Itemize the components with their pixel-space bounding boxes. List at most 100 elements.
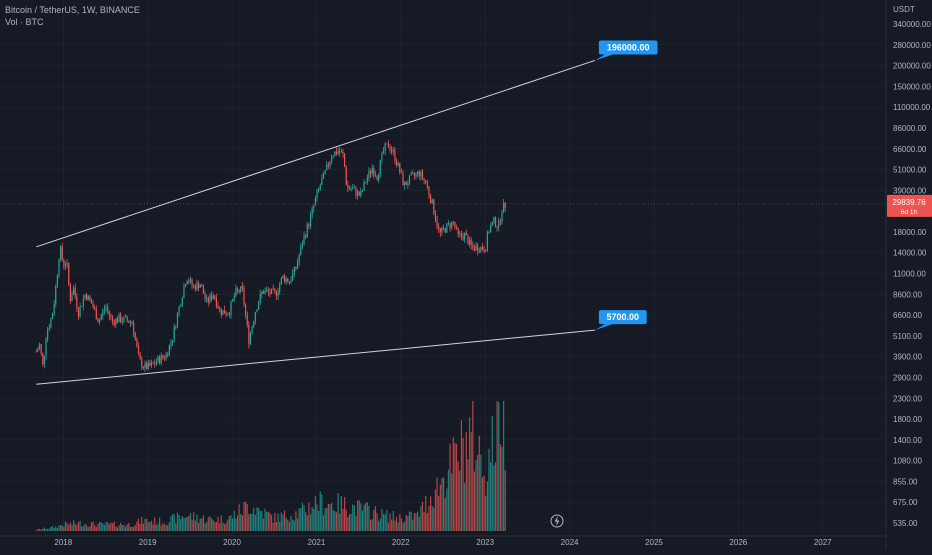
candle-body xyxy=(428,186,430,196)
callout-box[interactable] xyxy=(598,310,647,325)
candle-body xyxy=(464,233,466,240)
volume-bar xyxy=(139,524,141,531)
volume-bar xyxy=(144,518,146,531)
volume-bar xyxy=(464,482,466,531)
volume-bar xyxy=(477,454,479,531)
volume-bar xyxy=(499,444,501,531)
volume-bar xyxy=(426,513,428,531)
candle-body xyxy=(397,162,399,166)
volume-bar xyxy=(149,521,151,531)
candle-body xyxy=(249,333,252,344)
volume-bar xyxy=(248,514,250,531)
candle-body xyxy=(170,342,172,346)
candle-body xyxy=(353,187,355,189)
volume-bar xyxy=(126,524,128,531)
trendline[interactable] xyxy=(36,329,595,385)
volume-bar xyxy=(295,511,297,531)
candle-body xyxy=(118,314,120,323)
volume-bar xyxy=(473,471,476,531)
candle-body xyxy=(486,232,488,251)
time-tick-label: 2020 xyxy=(223,538,241,547)
volume-bar xyxy=(220,515,222,531)
candle-body xyxy=(501,213,503,222)
volume-bar xyxy=(261,511,263,531)
volume-bar xyxy=(491,415,493,531)
candle-body xyxy=(423,178,425,181)
volume-bar xyxy=(444,497,446,531)
candle-body xyxy=(350,189,352,190)
volume-bar xyxy=(141,516,143,531)
volume-bar xyxy=(170,516,172,531)
volume-bar xyxy=(287,519,289,531)
time-axis[interactable]: 2018 2019 2020 2021 2022 2023 2024 2025 2026 2027 xyxy=(54,538,832,547)
price-tick-label: 1800.00 xyxy=(893,415,922,424)
candle-body xyxy=(149,362,151,366)
volume-bar xyxy=(280,512,282,531)
candle-body xyxy=(61,246,63,260)
volume-bar xyxy=(79,520,81,531)
candle-body xyxy=(395,160,398,166)
candle-body xyxy=(248,324,250,344)
candle-body xyxy=(272,288,274,290)
price-tick-label: 6600.00 xyxy=(893,311,922,320)
candle-body xyxy=(410,173,412,176)
candle-body xyxy=(441,227,443,233)
candle-body xyxy=(382,150,385,154)
price-axis[interactable]: USDT 340000.00 280000.00 200000.00 150000.00… xyxy=(887,5,932,528)
callout-box[interactable] xyxy=(598,40,658,55)
candle-body xyxy=(343,153,346,167)
candle-body xyxy=(321,178,323,186)
volume-bar xyxy=(68,524,70,531)
replay-icon[interactable] xyxy=(550,514,564,528)
volume-bar xyxy=(183,517,185,531)
candle-body xyxy=(90,299,93,304)
candle-body xyxy=(87,295,89,300)
candle-body xyxy=(256,309,258,313)
volume-bar xyxy=(111,523,114,531)
candle-body xyxy=(407,183,409,186)
volume-bar xyxy=(197,522,200,531)
volume-bar xyxy=(107,522,109,531)
candle-body xyxy=(319,185,321,189)
volume-bar xyxy=(257,508,260,531)
candle-body xyxy=(293,266,295,274)
candle-body xyxy=(48,327,50,330)
candle-body xyxy=(285,278,287,282)
volume-bar xyxy=(343,497,346,531)
candle-body xyxy=(467,235,469,245)
volume-bar xyxy=(207,517,209,531)
volume-bar xyxy=(332,510,334,531)
candle-body xyxy=(309,215,312,227)
volume-bar xyxy=(253,507,255,531)
volume-bar xyxy=(417,511,419,531)
trendlines[interactable]: 196000.00 5700.00 xyxy=(36,40,658,385)
candle-body xyxy=(228,314,230,316)
volume-bar xyxy=(369,519,372,531)
volume-bar xyxy=(353,505,355,531)
candle-body xyxy=(241,286,243,289)
candle-body xyxy=(163,357,166,359)
candle-body xyxy=(53,303,55,315)
volume-bar xyxy=(196,514,198,531)
volume-bar xyxy=(342,508,344,531)
volume-bar xyxy=(274,512,276,531)
trendline[interactable] xyxy=(36,59,596,248)
volume-bar xyxy=(504,470,506,531)
volume-bar xyxy=(288,522,291,531)
volume-bar xyxy=(283,510,286,531)
candle-body xyxy=(240,286,242,293)
volume-bar xyxy=(313,509,315,531)
candle-body xyxy=(209,294,211,303)
candle-body xyxy=(436,219,438,227)
candle-body xyxy=(137,346,140,354)
volume-bar xyxy=(331,502,333,531)
volume-bar xyxy=(209,516,211,531)
volume-bar xyxy=(397,522,399,531)
price-axis-unit: USDT xyxy=(893,5,915,14)
candle-body xyxy=(503,202,505,214)
volume-bar xyxy=(350,513,352,531)
price-tick-label: 200000.00 xyxy=(893,62,931,71)
callout-label: 196000.00 xyxy=(607,42,650,52)
